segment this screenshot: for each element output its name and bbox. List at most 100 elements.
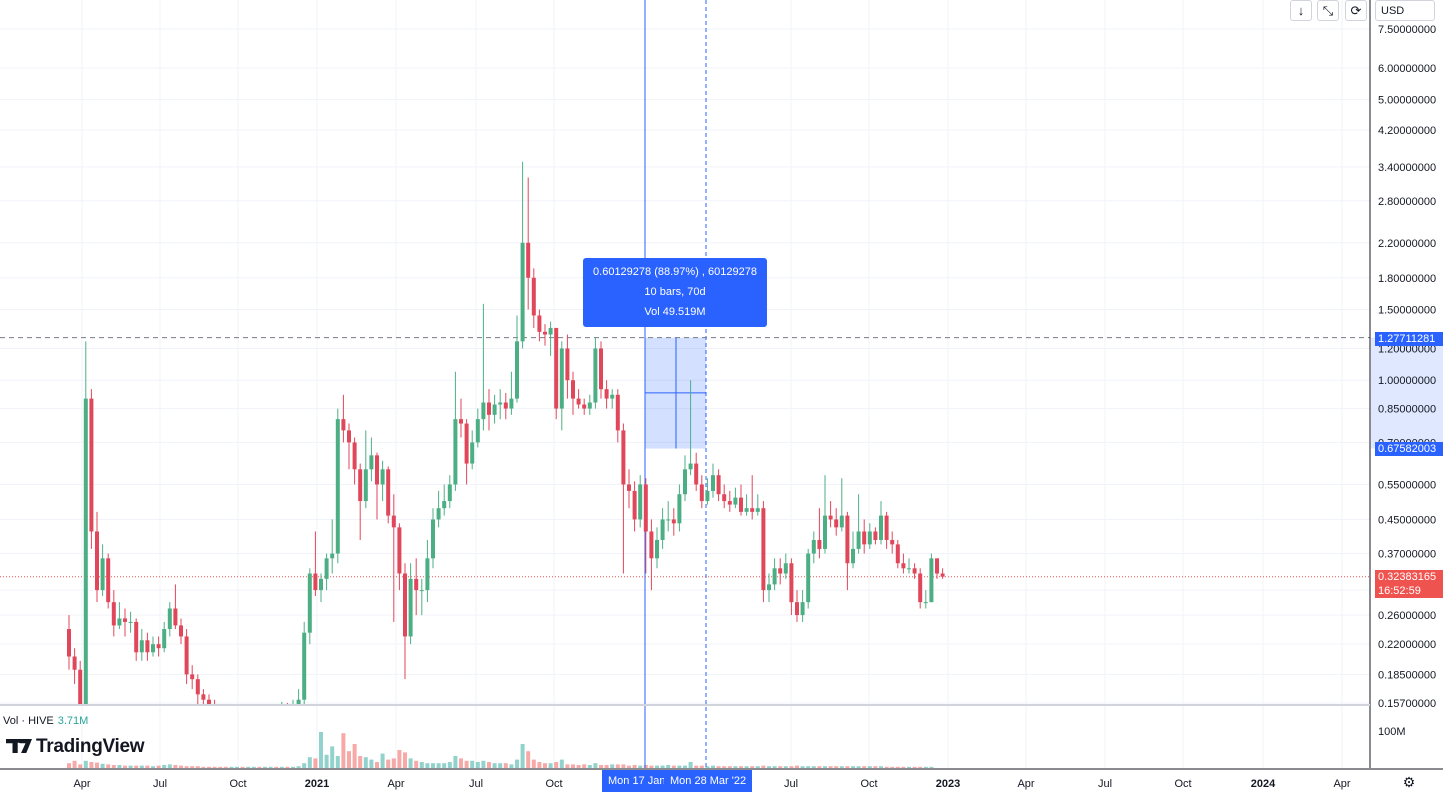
price-tick-label: 0.22000000 — [1378, 639, 1436, 651]
volume-bar — [414, 760, 419, 768]
time-tick-label: Oct — [229, 778, 246, 790]
candle-body — [789, 563, 794, 603]
candle-body — [324, 558, 329, 579]
candle-body — [330, 553, 335, 559]
volume-bar — [257, 766, 262, 768]
candle-body — [386, 469, 391, 516]
volume-bar — [279, 766, 284, 768]
volume-bar — [923, 766, 928, 768]
volume-bar — [106, 764, 111, 768]
arrow-down-icon[interactable]: ↓ — [1290, 0, 1312, 21]
volume-bar — [873, 766, 878, 768]
volume-bar — [593, 763, 598, 768]
candle-body — [783, 563, 788, 574]
candle-body — [184, 636, 189, 675]
volume-bar — [834, 766, 839, 768]
volume-bar — [324, 754, 329, 768]
candle-body — [851, 548, 855, 564]
candle-body — [856, 531, 861, 549]
candle-body — [431, 519, 435, 559]
volume-bar — [145, 765, 150, 768]
collapse-icon[interactable]: ⤡ — [1317, 0, 1339, 21]
volume-bar — [699, 765, 704, 768]
volume-bar — [767, 766, 771, 768]
currency-selector[interactable]: USD — [1375, 0, 1435, 21]
candle-body — [800, 602, 805, 616]
volume-bar — [235, 766, 239, 768]
volume-bar — [403, 752, 407, 768]
volume-bar — [498, 763, 503, 768]
candle-body — [100, 558, 105, 591]
measure-bars: 10 bars, 70d — [644, 286, 706, 298]
candle-body — [347, 430, 351, 443]
candle-body — [319, 578, 323, 591]
candle-body — [397, 527, 402, 574]
volume-bar — [845, 766, 850, 768]
candle-body — [403, 573, 407, 637]
time-tick-label: Jul — [784, 778, 798, 790]
candle-body — [627, 484, 631, 491]
volume-bar — [509, 764, 514, 768]
volume-bar — [173, 765, 178, 768]
volume-bar — [526, 751, 531, 768]
candle-body — [666, 519, 671, 521]
candle-body — [576, 398, 581, 405]
candle-body — [72, 656, 77, 670]
candle-body — [111, 602, 116, 626]
volume-bar — [744, 766, 749, 768]
candle-body — [391, 515, 396, 528]
volume-bar — [285, 766, 290, 768]
candle-body — [95, 531, 99, 591]
volume-legend[interactable]: Vol · HIVE 3.71M — [3, 715, 88, 727]
volume-bar — [229, 766, 234, 768]
volume-bar — [548, 763, 553, 768]
volume-bar — [302, 763, 307, 768]
candle-body — [649, 531, 654, 559]
volume-bar — [615, 764, 620, 768]
volume-bar — [156, 765, 161, 768]
price-tick-label: 0.18500000 — [1378, 669, 1436, 681]
tradingview-logo[interactable]: TradingView — [6, 736, 145, 758]
refresh-icon[interactable]: ⟳ — [1345, 0, 1367, 21]
candle-body — [638, 484, 643, 520]
volume-bar — [481, 760, 486, 768]
volume-bar — [895, 766, 900, 768]
volume-bar — [772, 766, 777, 768]
volume-bar — [750, 766, 755, 768]
volume-bar — [705, 766, 710, 768]
candle-body — [890, 539, 895, 545]
price-tick-label: 3.40000000 — [1378, 162, 1436, 174]
candle-body — [823, 515, 827, 549]
volume-bar — [643, 765, 648, 768]
settings-gear-icon[interactable]: ⚙ — [1402, 774, 1416, 790]
candle-body — [134, 621, 139, 653]
candle-body — [156, 644, 161, 649]
price-tick-label: 0.15700000 — [1378, 698, 1436, 710]
candle-body — [83, 398, 88, 705]
volume-bar — [867, 766, 872, 768]
volume-bar — [151, 766, 155, 768]
price-tick-label: 0.55000000 — [1378, 479, 1436, 491]
volume-bar — [862, 766, 867, 768]
time-tick-label: Apr — [1333, 778, 1350, 790]
volume-bar — [464, 760, 469, 768]
time-tick-label: 2024 — [1251, 778, 1276, 790]
candle-body — [750, 508, 755, 512]
volume-bar — [167, 764, 172, 768]
volume-bar — [655, 765, 659, 768]
volume-bar — [559, 759, 564, 768]
volume-bar — [436, 763, 441, 768]
volume-bar — [627, 765, 631, 768]
volume-bar — [694, 765, 699, 768]
price-tick-label: 1.50000000 — [1378, 305, 1436, 317]
volume-bar — [487, 762, 491, 768]
candle-body — [671, 519, 676, 524]
volume-bar — [369, 759, 374, 768]
candle-body — [811, 539, 816, 554]
volume-bar — [671, 765, 676, 768]
candle-body — [912, 568, 917, 574]
candle-body — [688, 463, 693, 470]
candle-body — [879, 515, 883, 540]
candle-body — [145, 640, 150, 653]
